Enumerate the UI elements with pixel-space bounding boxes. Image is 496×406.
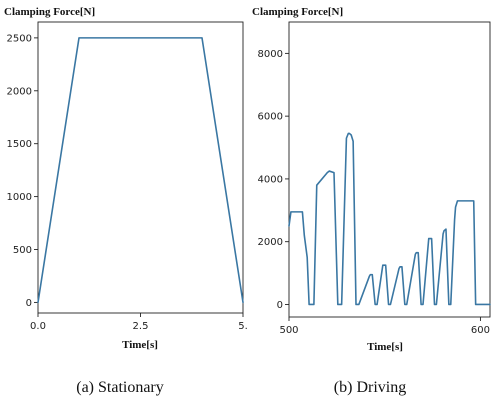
xlabel-driving: Time[s]: [367, 341, 403, 353]
caption-driving: (b) Driving: [334, 379, 406, 396]
ytick-label-driving: 6000: [258, 112, 283, 123]
xtick-label-stationary: 2.5: [133, 321, 149, 332]
ylabel-driving: Clamping Force[N]: [252, 6, 343, 18]
series-line-stationary: [37, 37, 244, 304]
ytick-label-driving: 2000: [258, 237, 283, 248]
series-line-driving: [288, 132, 491, 306]
xtick-label-driving: 600: [471, 325, 490, 336]
plot-frame-driving: [288, 21, 491, 318]
xtick-label-stationary: 5.: [238, 321, 248, 332]
caption-stationary: (a) Stationary: [76, 379, 164, 396]
xtick-label-driving: 500: [279, 325, 298, 336]
ylabel-stationary: Clamping Force[N]: [4, 6, 95, 18]
ytick-label-driving: 8000: [258, 49, 283, 60]
ytick-label-stationary: 500: [13, 245, 32, 256]
ytick-label-driving: 0: [277, 300, 283, 311]
ytick-label-stationary: 2000: [7, 86, 32, 97]
plot-frame-stationary: [37, 21, 244, 314]
xticks-stationary: 0.0 2.5 5.: [30, 313, 248, 332]
ytick-label-stationary: 1500: [7, 139, 32, 150]
ytick-label-driving: 4000: [258, 174, 283, 185]
yticks-driving: 0 2000 4000 6000 8000: [258, 49, 289, 311]
ytick-label-stationary: 0: [26, 298, 32, 309]
xtick-label-stationary: 0.0: [30, 321, 46, 332]
ytick-label-stationary: 2500: [7, 33, 32, 44]
xlabel-stationary: Time[s]: [122, 339, 158, 351]
chart-stationary: Clamping Force[N] 0 500 1000 1500 2000 2500 0…: [4, 6, 248, 396]
xticks-driving: 500 600: [279, 317, 490, 336]
chart-driving: Clamping Force[N] 0 2000 4000 6000 8000 500 6…: [252, 6, 491, 396]
yticks-stationary: 0 500 1000 1500 2000 2500: [7, 33, 38, 309]
ytick-label-stationary: 1000: [7, 192, 32, 203]
